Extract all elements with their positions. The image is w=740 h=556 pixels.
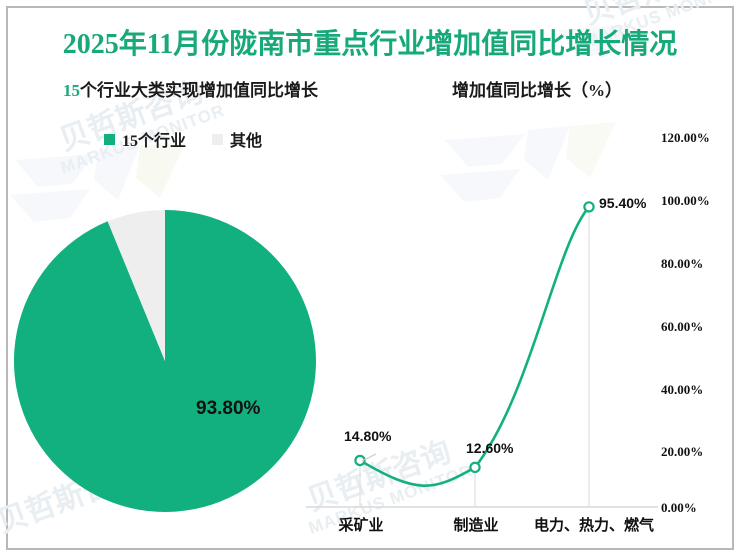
category-droplines — [359, 206, 590, 507]
data-label: 95.40% — [599, 195, 647, 211]
y-axis-tick: 0.00% — [661, 500, 697, 515]
data-point-marker[interactable] — [469, 461, 481, 474]
line-markers — [354, 201, 595, 474]
legend-label: 其他 — [230, 133, 263, 150]
pie-slices — [13, 210, 316, 512]
data-point-marker[interactable] — [583, 201, 595, 213]
pie-subtitle-rest: 个行业大类实现增加值同比增长 — [80, 81, 318, 100]
pie-subtitle-accent: 15 — [63, 81, 80, 100]
legend-swatch-icon — [212, 133, 224, 145]
page-title: 2025年11月份陇南市重点行业增加值同比增长情况 — [62, 29, 678, 60]
leader-line — [361, 453, 377, 462]
x-axis-tick: 制造业 — [453, 518, 499, 534]
pie-chart-subtitle: 15个行业大类实现增加值同比增长 — [63, 76, 318, 101]
x-axis-tick: 采矿业 — [338, 518, 384, 534]
y-axis-tick: 100.00% — [661, 193, 710, 208]
legend-swatch-icon — [104, 133, 115, 145]
data-label: 12.60% — [466, 440, 514, 456]
line-series-path — [358, 205, 591, 487]
pie-value-label: 93.80% — [196, 398, 261, 419]
legend-label: 15个行业 — [122, 133, 187, 150]
pie-slice[interactable] — [13, 210, 316, 512]
data-label: 14.80% — [344, 428, 392, 444]
y-axis-tick: 40.00% — [661, 382, 704, 397]
legend-item-0[interactable]: 15个行业 — [104, 127, 186, 151]
pie-slice[interactable] — [107, 210, 165, 361]
y-axis-tick: 80.00% — [661, 256, 704, 271]
data-point-marker[interactable] — [354, 454, 366, 467]
line-chart-subtitle: 增加值同比增长（%） — [452, 81, 622, 100]
y-axis-tick: 60.00% — [661, 319, 704, 334]
pie-legend: 15个行业 其他 — [104, 127, 262, 151]
x-axis-tick: 电力、热力、燃气 — [533, 518, 654, 534]
y-axis-tick: 20.00% — [661, 444, 704, 459]
pie-chart[interactable] — [10, 207, 320, 517]
legend-item-1[interactable]: 其他 — [212, 127, 262, 151]
y-axis-tick: 120.00% — [661, 130, 710, 145]
line-chart[interactable] — [300, 110, 670, 520]
